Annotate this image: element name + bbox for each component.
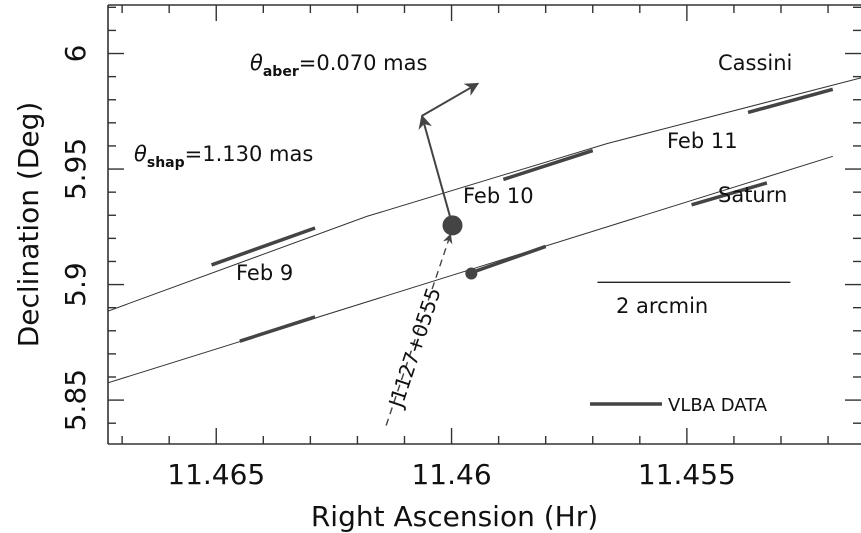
x-tick-label: 11.455 <box>638 458 736 491</box>
calibrator-direction-line <box>385 233 453 426</box>
aberration-label: θaber=0.070 mas <box>250 51 427 80</box>
feb10-label: Feb 10 <box>463 184 534 208</box>
x-tick-label: 11.46 <box>411 458 491 491</box>
saturn-vlba-segment-3 <box>691 181 768 207</box>
shapiro-delay-vector <box>418 114 454 226</box>
y-tick-label: 6 <box>59 45 92 63</box>
plot-frame <box>107 4 861 445</box>
cassini-label: Cassini <box>718 51 792 75</box>
vlba-data-segments <box>210 87 834 343</box>
y-tick-label: 5.85 <box>59 369 92 431</box>
cassini-position-marker <box>442 215 463 236</box>
cassini-vlba-segment-3 <box>747 87 834 115</box>
y-tick-label: 5.9 <box>59 262 92 307</box>
track-curves <box>108 77 861 384</box>
y-tick-label: 5.95 <box>59 138 92 200</box>
offset-vectors <box>385 82 480 426</box>
x-axis-label: Right Ascension (Hr) <box>311 500 598 533</box>
chart-annotations: J1127+0555 θaber=0.070 mas θshap=1.130 mas… <box>134 51 792 416</box>
x-tick-label: 11.465 <box>167 458 265 491</box>
saturn-label: Saturn <box>718 183 787 207</box>
saturn-vlba-segment-1 <box>239 315 316 343</box>
y-axis-label: Declination (Deg) <box>12 102 45 348</box>
cassini-track-line <box>108 77 861 312</box>
position-markers <box>442 215 478 280</box>
aberration-vector <box>421 82 480 117</box>
shapiro-label: θshap=1.130 mas <box>134 142 313 171</box>
axis-labels: Right Ascension (Hr) Declination (Deg) <box>12 102 598 533</box>
axis-ticks: 11.465 11.46 11.455 5.85 5.9 5.95 6 <box>59 5 861 491</box>
calibrator-label: J1127+0555 <box>383 284 445 412</box>
scale-bar-label: 2 arcmin <box>616 294 708 318</box>
feb9-label: Feb 9 <box>236 261 293 285</box>
feb11-label: Feb 11 <box>667 129 738 153</box>
saturn-position-marker <box>465 267 478 280</box>
cassini-vlba-segment-1 <box>210 226 316 267</box>
saturn-vlba-segment-2 <box>469 244 547 275</box>
cassini-vlba-segment-2 <box>502 148 594 182</box>
legend-vlba-label: VLBA DATA <box>668 395 768 416</box>
